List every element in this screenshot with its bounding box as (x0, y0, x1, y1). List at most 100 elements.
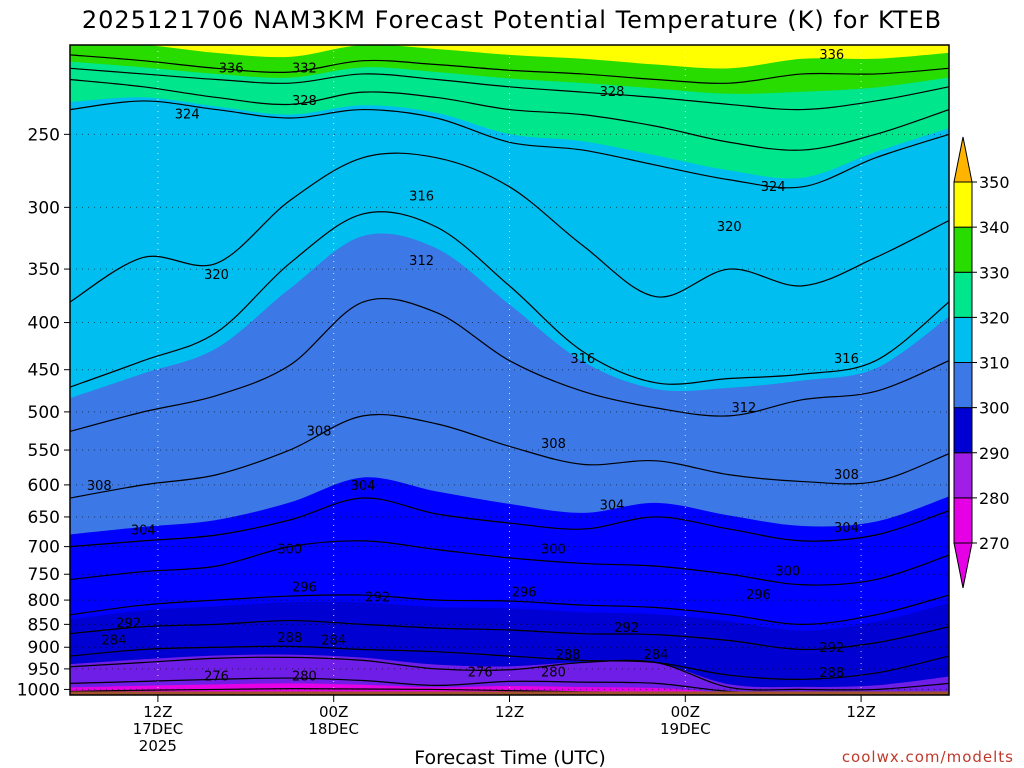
theta-fill-bands (70, 45, 949, 695)
ytick-label-900: 900 (28, 638, 60, 658)
contour-label-280: 280 (541, 665, 566, 680)
ytick-label-550: 550 (28, 441, 60, 461)
contour-label-300: 300 (541, 542, 566, 557)
contour-label-328: 328 (600, 85, 625, 100)
contour-label-324: 324 (761, 180, 786, 195)
contour-label-324: 324 (175, 108, 200, 123)
contour-label-280: 280 (292, 669, 317, 684)
contour-296 (70, 594, 949, 625)
ytick-label-350: 350 (28, 260, 60, 280)
colorbar-segment (953, 497, 973, 544)
contour-label-336: 336 (819, 48, 844, 63)
contour-label-296: 296 (512, 586, 537, 601)
ytick-label-750: 750 (28, 565, 60, 585)
contour-label-284: 284 (644, 648, 669, 663)
colorbar-segment (953, 452, 973, 499)
contour-label-300: 300 (277, 542, 302, 557)
contour-label-292: 292 (365, 591, 390, 606)
contour-292 (70, 619, 949, 651)
contour-320 (70, 152, 949, 303)
ytick-label-950: 950 (28, 660, 60, 680)
contour-284 (70, 656, 949, 691)
colorbar-tick-350: 350 (979, 173, 1010, 192)
contour-label-284: 284 (102, 634, 127, 649)
contour-label-320: 320 (204, 268, 229, 283)
x-axis-label: Forecast Time (UTC) (414, 747, 605, 768)
xtick-label: 17DEC (133, 720, 184, 738)
ytick-label-500: 500 (28, 403, 60, 423)
contour-label-292: 292 (116, 616, 141, 631)
colorbar: 270 280 290 300 310 320 330 340 350 (953, 136, 1010, 589)
contour-label-316: 316 (834, 352, 859, 367)
contour-316 (70, 211, 949, 388)
xtick-label: 2025 (139, 737, 177, 755)
colorbar-tick-320: 320 (979, 308, 1010, 327)
contour-308 (70, 413, 949, 499)
contour-label-304: 304 (834, 521, 859, 536)
contour-312 (70, 298, 949, 433)
contour-label-308: 308 (87, 479, 112, 494)
credit-link[interactable]: coolwx.com/modelts (842, 748, 1014, 766)
contour-label-292: 292 (819, 641, 844, 656)
colorbar-tick-290: 290 (979, 444, 1010, 463)
contour-300 (70, 540, 949, 586)
contour-label-308: 308 (307, 424, 332, 439)
ytick-label-850: 850 (28, 615, 60, 635)
colorbar-segment (953, 316, 973, 363)
plot-area: 336 332 336 328 328 324 324 320 320 316 316 316 312 3… (70, 45, 949, 695)
colorbar-top-arrow (953, 136, 973, 183)
contour-label-276: 276 (468, 665, 493, 680)
contour-328 (70, 78, 949, 151)
colorbar-segment (953, 271, 973, 318)
ground-layer (70, 691, 949, 695)
xtick-label: 12Z (143, 703, 172, 721)
xtick-label: 00Z (319, 703, 348, 721)
colorbar-tick-300: 300 (979, 399, 1010, 418)
ytick-label-300: 300 (28, 198, 60, 218)
contour-label-300: 300 (775, 565, 800, 580)
contour-332 (70, 67, 949, 111)
pressure-axis: 250 300 350 400 450 500 550 600 650 700 750 800 850 9… (17, 125, 70, 700)
xtick-label: 12Z (495, 703, 524, 721)
colorbar-bottom-arrow (953, 542, 973, 589)
colorbar-segment (953, 362, 973, 409)
contour-label-304: 304 (351, 479, 376, 494)
contour-label-296: 296 (746, 588, 771, 603)
contour-label-292: 292 (614, 621, 639, 636)
contour-label-312: 312 (731, 401, 756, 416)
colorbar-tick-270: 270 (979, 534, 1010, 553)
contour-324 (70, 100, 949, 189)
contour-label-288: 288 (819, 666, 844, 681)
colorbar-segment (953, 407, 973, 454)
ytick-label-400: 400 (28, 314, 60, 334)
ytick-label-250: 250 (28, 125, 60, 145)
contour-label-328: 328 (292, 94, 317, 109)
xtick-label: 18DEC (308, 720, 359, 738)
ytick-label-650: 650 (28, 508, 60, 528)
ytick-label-1000: 1000 (17, 680, 60, 700)
colorbar-tick-330: 330 (979, 263, 1010, 282)
ytick-label-700: 700 (28, 538, 60, 558)
colorbar-tick-280: 280 (979, 489, 1010, 508)
xtick-label: 12Z (846, 703, 875, 721)
contour-label-336: 336 (219, 61, 244, 76)
colorbar-tick-310: 310 (979, 354, 1010, 373)
ytick-label-450: 450 (28, 361, 60, 381)
contour-label-312: 312 (409, 254, 434, 269)
contour-label-288: 288 (277, 631, 302, 646)
contour-label-284: 284 (321, 634, 346, 649)
contour-288 (70, 645, 949, 680)
contour-304 (70, 497, 949, 548)
contour-label-304: 304 (131, 523, 156, 538)
colorbar-tick-340: 340 (979, 218, 1010, 237)
colorbar-segment (953, 226, 973, 273)
contour-label-332: 332 (292, 61, 317, 76)
contour-label-320: 320 (717, 220, 742, 235)
contour-label-308: 308 (834, 468, 859, 483)
chart-title: 2025121706 NAM3KM Forecast Potential Tem… (82, 6, 942, 34)
contour-336 (70, 54, 949, 84)
contour-label-316: 316 (409, 190, 434, 205)
contour-label-308: 308 (541, 437, 566, 452)
